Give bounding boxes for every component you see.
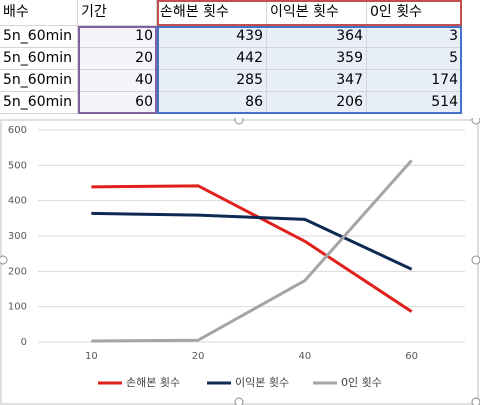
y-tick-label: 400 xyxy=(8,196,27,207)
legend-label: 손해본 횟수 xyxy=(126,375,180,389)
y-tick-label: 500 xyxy=(8,160,27,171)
series-line xyxy=(91,159,413,343)
series-line xyxy=(91,211,413,271)
spreadsheet: 배수 기간 손해본 횟수 이익본 횟수 0인 횟수 5n_60min 10 439 364 3 5n… xyxy=(0,0,480,118)
table-cell[interactable]: 514 xyxy=(367,92,462,114)
table-cell[interactable]: 364 xyxy=(267,26,367,48)
table-cell[interactable]: 439 xyxy=(157,26,267,48)
table-cell[interactable]: 10 xyxy=(78,26,157,48)
table-cell[interactable]: 86 xyxy=(157,92,267,114)
table-cell[interactable]: 3 xyxy=(367,26,462,48)
header-cell[interactable]: 이익본 횟수 xyxy=(267,0,367,26)
table-cell[interactable]: 5n_60min xyxy=(0,70,78,92)
y-tick-label: 300 xyxy=(8,231,27,242)
x-tick-label: 10 xyxy=(85,351,98,362)
header-cell[interactable]: 기간 xyxy=(78,0,157,26)
table-cell[interactable]: 60 xyxy=(78,92,157,114)
chart: 0 100 200 300 400 500 600 10 20 40 60 손해본 횟수 이익본 횟수 0… xyxy=(0,118,480,405)
header-cell[interactable]: 0인 횟수 xyxy=(367,0,462,26)
x-tick-label: 60 xyxy=(405,351,418,362)
y-tick-label: 600 xyxy=(8,125,27,136)
table-cell[interactable]: 5n_60min xyxy=(0,48,78,70)
series-line xyxy=(91,184,413,313)
table-cell[interactable]: 40 xyxy=(78,70,157,92)
legend-label: 0인 횟수 xyxy=(341,376,382,389)
x-tick-label: 40 xyxy=(299,351,312,362)
header-cell[interactable]: 배수 xyxy=(0,0,78,26)
table-cell[interactable]: 5n_60min xyxy=(0,92,78,114)
table-cell[interactable]: 206 xyxy=(267,92,367,114)
table-cell[interactable]: 285 xyxy=(157,70,267,92)
table-cell[interactable]: 5n_60min xyxy=(0,26,78,48)
x-tick-label: 20 xyxy=(192,351,205,362)
table-cell[interactable]: 442 xyxy=(157,48,267,70)
table-cell[interactable]: 359 xyxy=(267,48,367,70)
table-cell[interactable]: 174 xyxy=(367,70,462,92)
y-tick-label: 100 xyxy=(8,302,27,313)
y-tick-label: 0 xyxy=(21,337,27,348)
y-tick-label: 200 xyxy=(8,266,27,277)
table-cell[interactable]: 5 xyxy=(367,48,462,70)
legend-label: 이익본 횟수 xyxy=(235,376,289,389)
header-cell[interactable]: 손해본 횟수 xyxy=(157,0,267,26)
resize-handles[interactable] xyxy=(0,118,480,405)
table-cell[interactable]: 347 xyxy=(267,70,367,92)
table-cell[interactable]: 20 xyxy=(78,48,157,70)
